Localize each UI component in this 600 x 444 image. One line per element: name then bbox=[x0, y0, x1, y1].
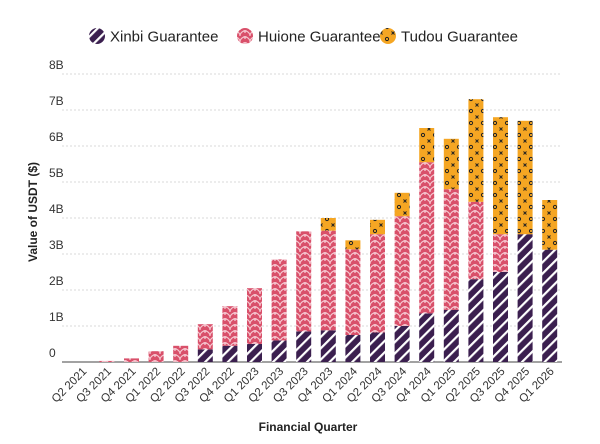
bar-huione-guarantee-q2-2025 bbox=[468, 201, 484, 280]
bar-huione-guarantee-q4-2022 bbox=[222, 306, 238, 346]
bars bbox=[99, 99, 558, 362]
bar-xinbi-guarantee-q1-2024 bbox=[345, 335, 361, 362]
y-tick-label: 5B bbox=[49, 166, 64, 180]
bar-huione-guarantee-q4-2021 bbox=[124, 358, 139, 362]
bar-huione-guarantee-q1-2024 bbox=[345, 249, 361, 335]
legend-swatch bbox=[89, 28, 105, 44]
bar-huione-guarantee-q3-2023 bbox=[296, 231, 312, 332]
bar-huione-guarantee-q3-2022 bbox=[197, 324, 213, 350]
bar-huione-guarantee-q1-2022 bbox=[148, 351, 164, 362]
bar-tudou-guarantee-q4-2024 bbox=[419, 128, 435, 163]
bar-xinbi-guarantee-q1-2025 bbox=[443, 309, 459, 362]
y-tick-label: 7B bbox=[49, 94, 64, 108]
y-tick-label: 2B bbox=[49, 274, 64, 288]
bar-huione-guarantee-q4-2024 bbox=[419, 162, 435, 314]
y-tick-label: 4B bbox=[49, 202, 64, 216]
bar-huione-guarantee-q2-2023 bbox=[271, 259, 287, 341]
legend: Xinbi Guarantee Huione Guarantee Tudou Gua… bbox=[89, 28, 518, 46]
gridlines bbox=[62, 73, 562, 363]
y-axis-ticks: 0 1B 2B 3B 4B 5B 6B 7B 8B bbox=[49, 58, 64, 360]
bar-xinbi-guarantee-q3-2022 bbox=[197, 349, 213, 362]
y-axis-title: Value of USDT ($) bbox=[26, 162, 40, 262]
legend-label: Huione Guarantee bbox=[258, 29, 381, 46]
bar-huione-guarantee-q4-2023 bbox=[320, 230, 336, 331]
bar-huione-guarantee-q2-2024 bbox=[370, 234, 385, 333]
y-tick-label: 1B bbox=[49, 310, 64, 324]
bar-huione-guarantee-q3-2021 bbox=[99, 360, 115, 362]
bar-xinbi-guarantee-q2-2024 bbox=[370, 332, 385, 362]
bar-tudou-guarantee-q2-2024 bbox=[370, 219, 385, 235]
bar-xinbi-guarantee-q4-2024 bbox=[419, 313, 435, 362]
legend-swatch bbox=[380, 28, 396, 44]
y-tick-label: 0 bbox=[49, 346, 56, 360]
bar-tudou-guarantee-q3-2024 bbox=[394, 192, 410, 217]
bar-xinbi-guarantee-q4-2023 bbox=[320, 330, 336, 362]
bar-tudou-guarantee-q3-2025 bbox=[493, 117, 508, 235]
bar-tudou-guarantee-q4-2023 bbox=[320, 218, 336, 231]
bar-huione-guarantee-q2-2022 bbox=[173, 345, 189, 362]
y-tick-label: 3B bbox=[49, 238, 64, 252]
bar-tudou-guarantee-q1-2024 bbox=[345, 240, 361, 250]
bar-xinbi-guarantee-q3-2023 bbox=[296, 331, 312, 362]
legend-item-huione-guarantee: Huione Guarantee bbox=[237, 28, 381, 46]
bar-xinbi-guarantee-q1-2023 bbox=[247, 344, 262, 362]
legend-label: Xinbi Guarantee bbox=[110, 29, 218, 46]
legend-item-tudou-guarantee: Tudou Guarantee bbox=[380, 28, 518, 46]
y-tick-label: 6B bbox=[49, 130, 64, 144]
legend-swatch bbox=[237, 28, 253, 44]
bar-huione-guarantee-q3-2024 bbox=[394, 216, 410, 326]
bar-tudou-guarantee-q2-2025 bbox=[468, 99, 484, 202]
bar-huione-guarantee-q1-2025 bbox=[443, 189, 459, 310]
bar-tudou-guarantee-q1-2025 bbox=[443, 138, 459, 190]
bar-tudou-guarantee-q1-2026 bbox=[542, 200, 558, 250]
bar-xinbi-guarantee-q3-2024 bbox=[394, 326, 410, 362]
bar-huione-guarantee-q3-2025 bbox=[493, 234, 508, 272]
bar-xinbi-guarantee-q1-2026 bbox=[542, 249, 558, 362]
bar-xinbi-guarantee-q3-2025 bbox=[493, 272, 508, 362]
legend-label: Tudou Guarantee bbox=[401, 29, 518, 46]
x-axis-title: Financial Quarter bbox=[259, 420, 358, 434]
legend-item-xinbi-guarantee: Xinbi Guarantee bbox=[89, 28, 218, 46]
bar-tudou-guarantee-q4-2025 bbox=[517, 120, 533, 235]
bar-huione-guarantee-q1-2023 bbox=[247, 288, 262, 344]
bar-xinbi-guarantee-q2-2025 bbox=[468, 279, 484, 362]
bar-xinbi-guarantee-q2-2023 bbox=[271, 340, 287, 362]
bar-xinbi-guarantee-q4-2022 bbox=[222, 345, 238, 362]
y-tick-label: 8B bbox=[49, 58, 64, 72]
bar-xinbi-guarantee-q4-2025 bbox=[517, 234, 533, 362]
